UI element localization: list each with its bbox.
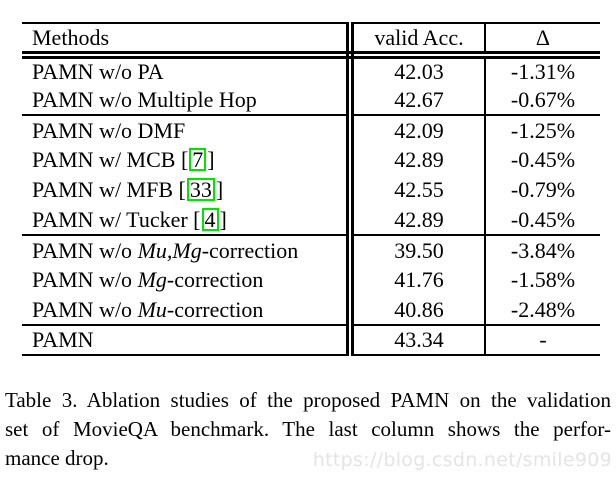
method-text: PAMN w/o bbox=[32, 267, 138, 292]
italic-term: Mu bbox=[137, 296, 167, 322]
table-row: PAMN w/o Multiple Hop 42.67 -0.67% bbox=[22, 85, 600, 115]
caption-line: mance drop. bbox=[5, 446, 109, 470]
table-row: PAMN w/o Mu-correction 40.86 -2.48% bbox=[22, 295, 600, 325]
method-cell: PAMN w/ MCB [7] bbox=[22, 145, 354, 175]
method-text: PAMN w/ Tucker [ bbox=[32, 206, 201, 232]
table-row: PAMN 43.34- bbox=[22, 324, 600, 356]
delta-cell: -3.84% bbox=[485, 234, 600, 265]
col-header-delta: Δ bbox=[485, 22, 600, 59]
table-body: PAMN w/o PA 42.03 -1.31% PAMN w/o Multiple … bbox=[22, 55, 600, 356]
method-text: -correction bbox=[201, 237, 299, 263]
method-text: PAMN w/o PA bbox=[32, 59, 164, 84]
delta-cell: -1.58% bbox=[510, 267, 576, 292]
delta-cell: -1.31% bbox=[510, 59, 576, 84]
table-row: PAMN w/o Mg-correction 41.76 -1.58% bbox=[22, 265, 600, 295]
delta-cell: -0.45% bbox=[510, 206, 576, 232]
table-row: PAMN w/o PA 42.03 -1.31% bbox=[22, 55, 600, 85]
acc-cell: 42.03 bbox=[350, 55, 486, 85]
table-row: PAMN w/o DMF 42.09 -1.25% bbox=[22, 114, 600, 145]
method-cell: PAMN w/ Tucker [4] bbox=[22, 205, 354, 235]
ablation-table: Methods valid Acc. Δ PAMN w/o PA 42.03 -1.31… bbox=[22, 22, 600, 356]
acc-cell: 41.76 bbox=[350, 265, 486, 295]
method-cell: PAMN w/o PA bbox=[22, 55, 354, 85]
citation-link[interactable]: 7 bbox=[189, 148, 207, 171]
delta-cell: -0.67% bbox=[510, 86, 576, 112]
col-header-valid-acc: valid Acc. bbox=[350, 22, 486, 59]
method-cell: PAMN w/o DMF bbox=[22, 114, 354, 145]
acc-cell: 39.50 bbox=[350, 234, 486, 265]
citation-link[interactable]: 33 bbox=[186, 178, 215, 201]
method-text: PAMN w/o DMF bbox=[32, 117, 186, 143]
method-text: ] bbox=[215, 177, 224, 202]
method-text: ] bbox=[207, 147, 215, 172]
acc-cell: 42.67 bbox=[350, 85, 486, 115]
method-cell: PAMN w/o Mu,Mg-correction bbox=[22, 234, 354, 265]
caption-line: set of MovieQA benchmark. The last colum… bbox=[5, 417, 611, 441]
italic-term: Mu,Mg bbox=[137, 237, 202, 263]
method-text: PAMN w/o bbox=[32, 237, 138, 263]
table-caption: Table 3. Ablation studies of the propose… bbox=[5, 386, 611, 473]
watermark-url: https://blog.csdn.net/smile909 bbox=[312, 449, 612, 471]
acc-cell: 42.89 bbox=[350, 145, 486, 175]
method-text: PAMN w/ MCB [ bbox=[32, 147, 189, 172]
acc-cell: 42.55 bbox=[350, 175, 486, 205]
delta-cell: -0.45% bbox=[510, 147, 576, 172]
method-text: PAMN w/o Multiple Hop bbox=[32, 86, 257, 112]
table-row: PAMN w/ MFB [33] 42.55 -0.79% bbox=[22, 175, 600, 205]
table-row: PAMN w/o Mu,Mg-correction 39.50 -3.84% bbox=[22, 234, 600, 265]
table-row: PAMN w/ MCB [7] 42.89 -0.45% bbox=[22, 145, 600, 175]
delta-cell: - bbox=[485, 324, 600, 356]
delta-cell: -0.79% bbox=[510, 177, 576, 202]
method-text: PAMN bbox=[32, 327, 94, 352]
method-text: -correction bbox=[166, 296, 264, 322]
acc-cell: 43.34 bbox=[350, 324, 486, 356]
italic-term: Mg bbox=[137, 267, 167, 292]
method-cell: PAMN w/o Mg-correction bbox=[22, 265, 354, 295]
header-row: Methods valid Acc. Δ bbox=[22, 22, 600, 59]
delta-cell: -1.25% bbox=[485, 114, 600, 145]
method-cell: PAMN w/ MFB [33] bbox=[22, 175, 354, 205]
acc-cell: 40.86 bbox=[350, 295, 486, 325]
delta-cell: -2.48% bbox=[510, 296, 576, 322]
method-text: PAMN w/ MFB [ bbox=[32, 177, 186, 202]
method-cell: PAMN w/o Mu-correction bbox=[22, 295, 354, 325]
method-cell: PAMN bbox=[22, 324, 354, 356]
acc-cell: 42.89 bbox=[350, 205, 486, 235]
table-row: PAMN w/ Tucker [4] 42.89 -0.45% bbox=[22, 205, 600, 235]
method-text: -correction bbox=[166, 267, 264, 292]
col-header-methods: Methods bbox=[22, 22, 354, 59]
citation-link[interactable]: 4 bbox=[201, 207, 219, 231]
method-text: ] bbox=[219, 206, 227, 232]
acc-cell: 42.09 bbox=[350, 114, 486, 145]
method-cell: PAMN w/o Multiple Hop bbox=[22, 85, 354, 115]
caption-line: Table 3. Ablation studies of the propose… bbox=[5, 388, 611, 412]
method-text: PAMN w/o bbox=[32, 296, 138, 322]
